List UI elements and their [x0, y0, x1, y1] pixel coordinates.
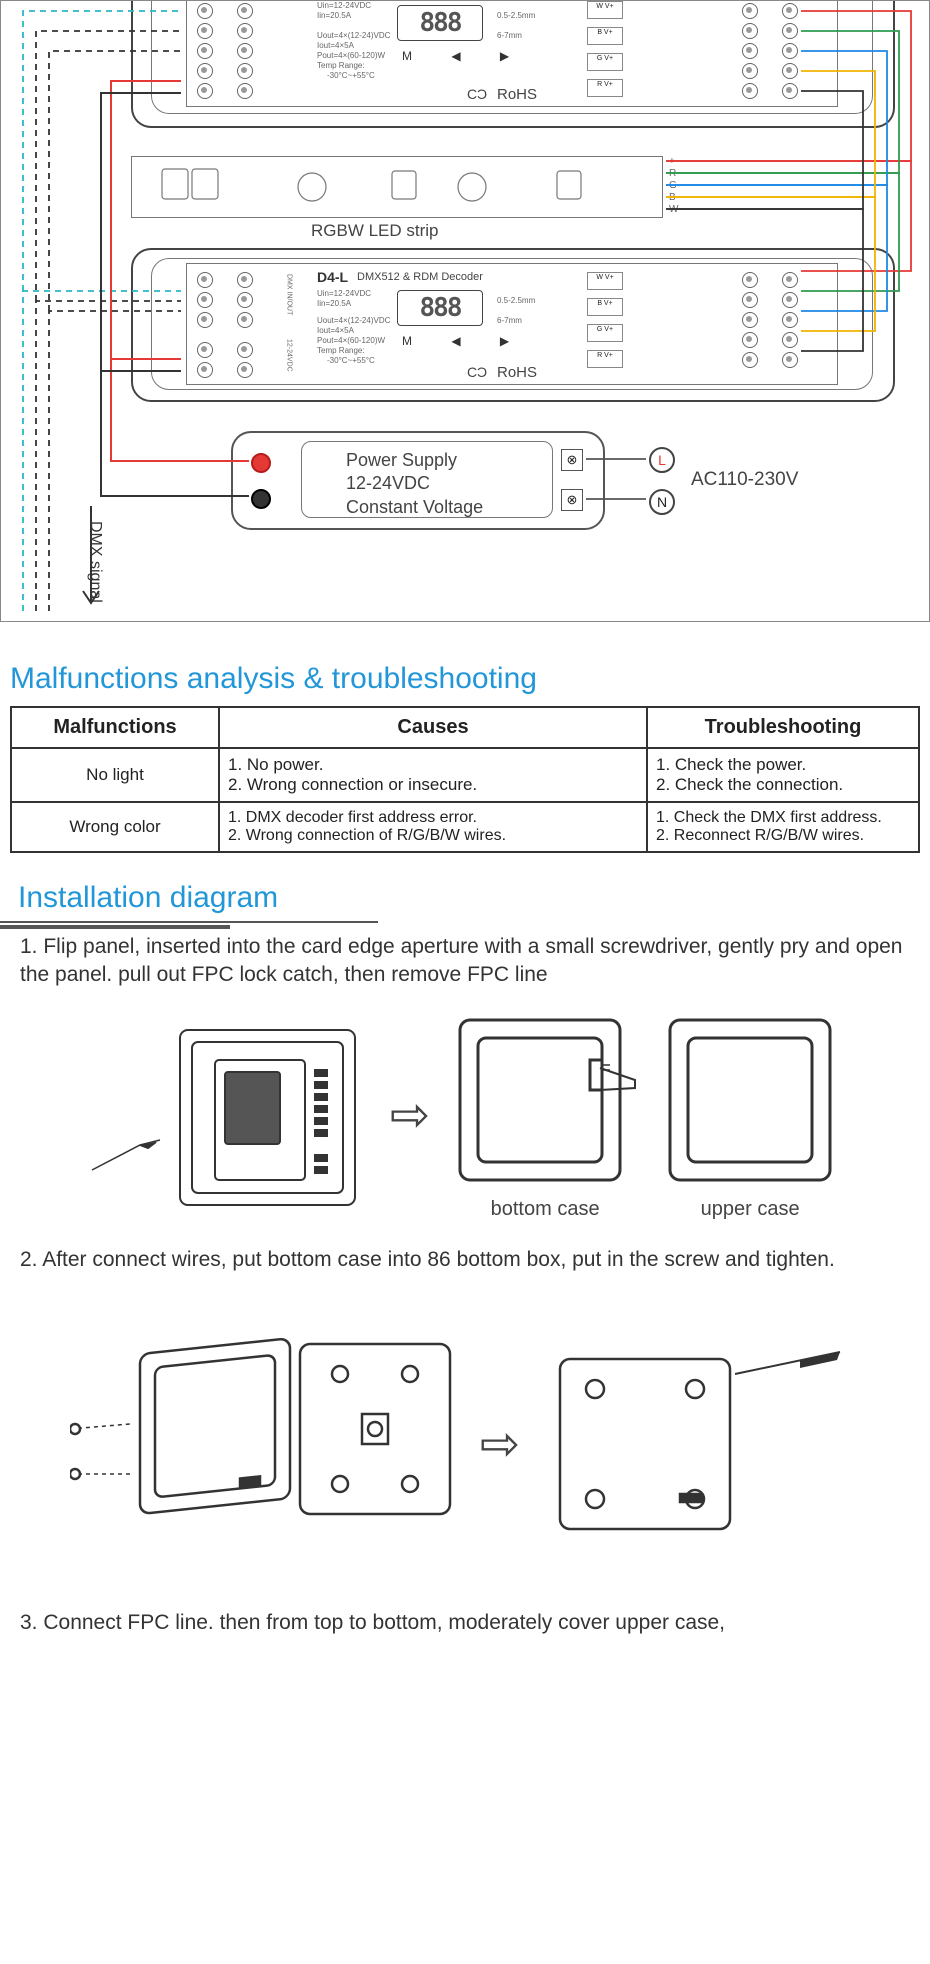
psu-neg	[251, 489, 271, 509]
install-step1: 1. Flip panel, inserted into the card ed…	[0, 923, 930, 1000]
th-troubleshooting: Troubleshooting	[647, 707, 919, 748]
box-screwed	[540, 1344, 860, 1544]
term	[197, 43, 213, 59]
table-header-row: Malfunctions Causes Troubleshooting	[11, 707, 919, 748]
chan-box: B V+	[587, 27, 623, 45]
nav-buttons: M ◀ ▶	[402, 49, 527, 63]
wiring-diagram: 888 M ◀ ▶ Uin=12-24VDC Iin=20.5A Uout=4×…	[0, 0, 930, 622]
term	[782, 43, 798, 59]
chan-box: W V+	[587, 1, 623, 19]
install-row-2: ⇨	[0, 1284, 930, 1569]
ac-label: AC110-230V	[691, 469, 798, 491]
dmx-signal-label: DMX signal	[86, 521, 104, 603]
dmx-io-label: DMX IN/OUT	[284, 274, 292, 315]
term	[237, 63, 253, 79]
decoder-top-rect: 888 M ◀ ▶ Uin=12-24VDC Iin=20.5A Uout=4×…	[186, 1, 838, 107]
cell-fix: 1. Check the DMX first address. 2. Recon…	[647, 802, 919, 852]
underline-accent	[0, 925, 230, 929]
bottom-box-pair	[70, 1334, 460, 1554]
wire-spec-a: 0.5-2.5mm	[497, 11, 535, 21]
caption-upper: upper case	[701, 1198, 800, 1221]
term	[742, 43, 758, 59]
seven-seg-display: 888	[397, 290, 483, 326]
term	[782, 63, 798, 79]
psu-pos	[251, 453, 271, 473]
wire-spec-b: 6-7mm	[497, 31, 522, 41]
ac-N-circle: N	[649, 489, 675, 515]
term	[197, 83, 213, 99]
panel-closed	[90, 1020, 370, 1210]
ce-mark: CC	[467, 86, 487, 102]
strip-label: RGBW LED strip	[311, 221, 439, 241]
rohs-label: RoHS	[497, 86, 537, 103]
term	[742, 3, 758, 19]
term	[237, 83, 253, 99]
chan-box: G V+	[587, 53, 623, 71]
cell-name: No light	[11, 748, 219, 802]
table-row: Wrong color 1. DMX decoder first address…	[11, 802, 919, 852]
arrow-icon: ⇨	[390, 1087, 430, 1143]
seven-seg-display: 888	[397, 5, 483, 41]
install-title: Installation diagram	[0, 873, 378, 923]
term	[197, 63, 213, 79]
model-label: D4-L	[317, 269, 348, 285]
nav-buttons: M ◀ ▶	[402, 334, 527, 348]
spec-pout: Pout=4×(60-120)W	[317, 51, 385, 61]
term	[742, 23, 758, 39]
spec-temp-label: Temp Range:	[317, 61, 365, 71]
th-malfunctions: Malfunctions	[11, 707, 219, 748]
spec-temp: -30°C~+55°C	[327, 71, 375, 81]
caption-bottom: bottom case	[491, 1198, 600, 1221]
bottom-case	[450, 1010, 640, 1190]
ce-mark: CC	[467, 364, 487, 380]
term	[197, 23, 213, 39]
ac-L-circle: L	[649, 447, 675, 473]
spec-uin: Uin=12-24VDC	[317, 1, 371, 11]
chan-box: R V+	[587, 79, 623, 97]
term	[782, 83, 798, 99]
decoder-bottom-rect: D4-L DMX512 & RDM Decoder 888 M ◀ ▶ Uin=…	[186, 263, 838, 385]
table-row: No light 1. No power. 2. Wrong connectio…	[11, 748, 919, 802]
ac-term-n: ⊗	[561, 489, 583, 511]
spec-uout: Uout=4×(12-24)VDC	[317, 31, 390, 41]
term	[197, 3, 213, 19]
install-row-1: ⇨ bottom case upper case	[0, 1000, 930, 1236]
arrow-icon: ⇨	[480, 1416, 520, 1472]
term	[782, 23, 798, 39]
ac-term-l: ⊗	[561, 449, 583, 471]
spec-iout: Iout=4×5A	[317, 41, 354, 51]
vin-label: 12-24VDC	[284, 339, 292, 372]
cell-name: Wrong color	[11, 802, 219, 852]
th-causes: Causes	[219, 707, 647, 748]
upper-case	[660, 1010, 840, 1190]
malfunctions-title: Malfunctions analysis & troubleshooting	[0, 647, 930, 706]
term	[237, 3, 253, 19]
term	[742, 83, 758, 99]
led-strip	[131, 156, 663, 218]
malfunctions-table: Malfunctions Causes Troubleshooting No l…	[10, 706, 920, 853]
cell-causes: 1. DMX decoder first address error. 2. W…	[219, 802, 647, 852]
install-step2: 2. After connect wires, put bottom case …	[0, 1236, 930, 1284]
cell-causes: 1. No power. 2. Wrong connection or inse…	[219, 748, 647, 802]
display-value: 888	[420, 8, 461, 38]
channel-labels: +RGBW	[669, 156, 678, 216]
term	[742, 63, 758, 79]
cell-fix: 1. Check the power. 2. Check the connect…	[647, 748, 919, 802]
term	[237, 43, 253, 59]
spec-iin: Iin=20.5A	[317, 11, 351, 21]
install-step3: 3. Connect FPC line. then from top to bo…	[0, 1569, 930, 1647]
display-value: 888	[420, 293, 461, 323]
term	[782, 3, 798, 19]
model-subtitle: DMX512 & RDM Decoder	[357, 271, 483, 283]
psu-text: Power Supply 12-24VDC Constant Voltage	[346, 449, 483, 519]
term	[237, 23, 253, 39]
strip-icons	[132, 157, 662, 217]
